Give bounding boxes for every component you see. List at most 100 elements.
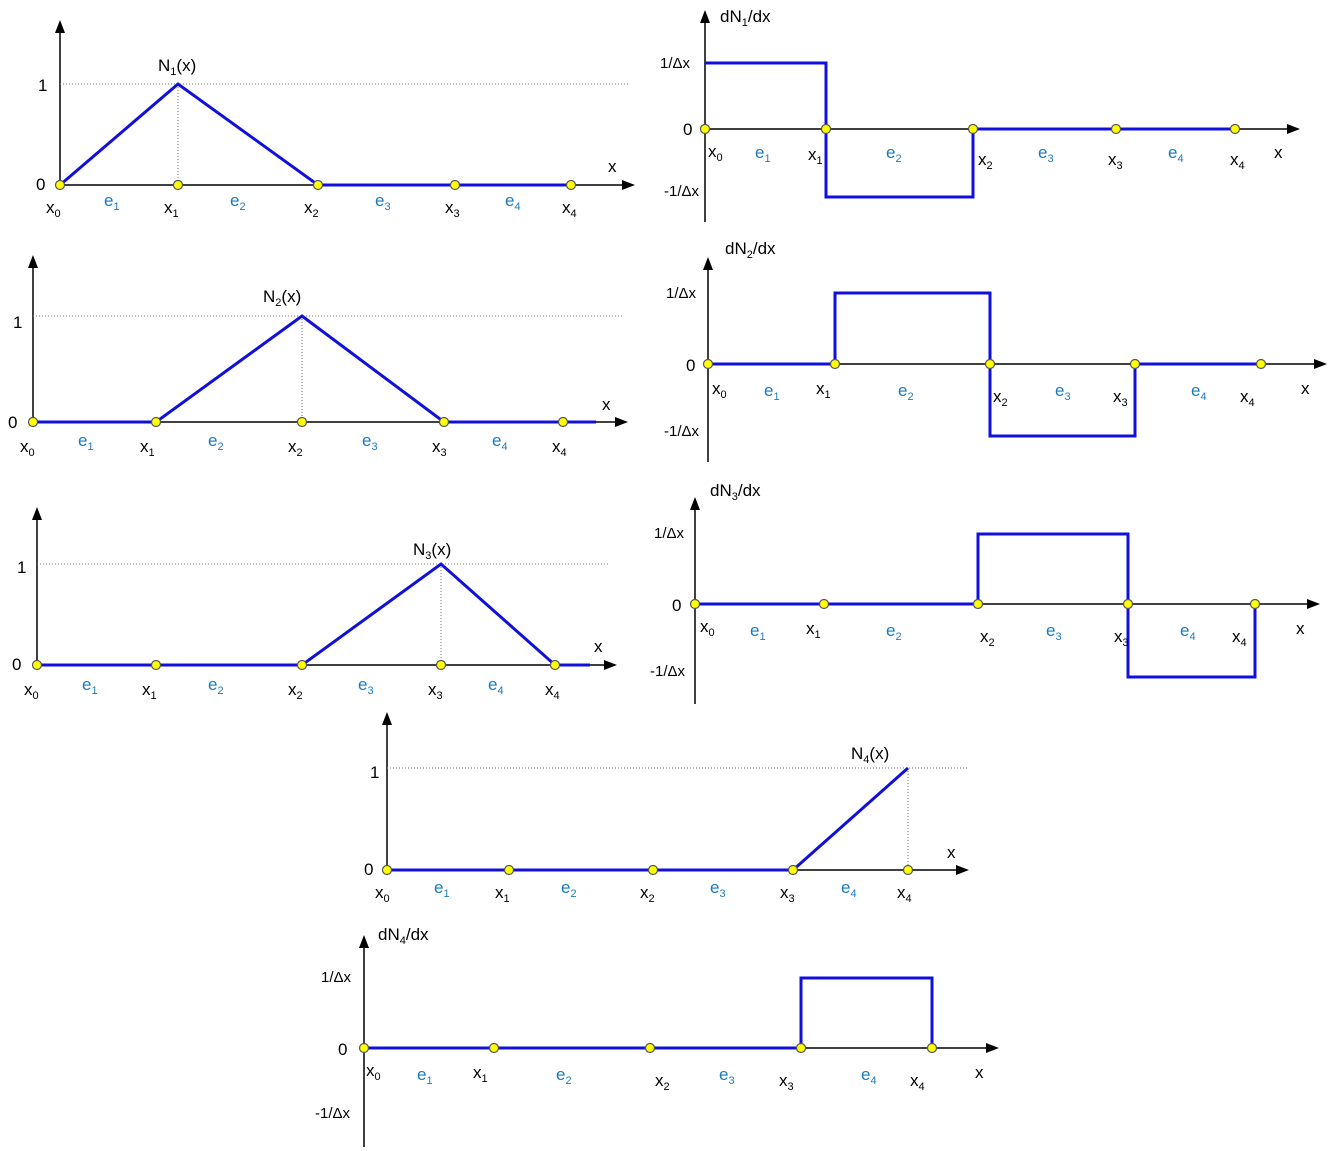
x-axis-label: x — [947, 843, 956, 862]
node-label-x0: x0 — [24, 680, 39, 702]
node-label-x4: x4 — [562, 198, 577, 220]
element-label-e2: e2 — [556, 1065, 572, 1087]
node-label-x0: x0 — [366, 1061, 381, 1083]
element-label-e1: e1 — [434, 878, 450, 900]
node-x4 — [549, 659, 561, 671]
node-x2 — [984, 358, 996, 370]
node-label-x3: x3 — [1114, 627, 1129, 649]
node-x4 — [557, 416, 569, 428]
node-x4 — [926, 1042, 938, 1054]
element-label-e3: e3 — [710, 878, 726, 900]
chart-dN1: dN1/dx 1/Δx 0 -1/Δx x x0 x1 x2 x3 x4 e1 … — [660, 7, 1300, 222]
node-x3 — [787, 864, 799, 876]
node-label-x3: x3 — [445, 198, 460, 220]
node-x0 — [31, 659, 43, 671]
node-label-x1: x1 — [806, 619, 821, 641]
node-x4 — [1255, 358, 1267, 370]
node-x3 — [795, 1042, 807, 1054]
element-label-e4: e4 — [841, 878, 857, 900]
element-label-e1: e1 — [755, 143, 771, 165]
nodes — [54, 179, 577, 191]
label-pos-slope: 1/Δx — [660, 55, 691, 72]
node-label-x1: x1 — [816, 379, 831, 401]
node-label-x3: x3 — [1108, 150, 1123, 172]
node-label-x2: x2 — [993, 387, 1008, 409]
element-label-e2: e2 — [230, 191, 246, 213]
nodes — [702, 358, 1267, 370]
node-x2 — [644, 1042, 656, 1054]
node-x0 — [54, 179, 66, 191]
element-label-e4: e4 — [1191, 381, 1207, 403]
label-zero: 0 — [8, 413, 17, 432]
node-x3 — [1129, 358, 1141, 370]
node-label-x2: x2 — [978, 150, 993, 172]
nodes — [381, 864, 914, 876]
node-label-x3: x3 — [432, 437, 447, 459]
node-x4 — [902, 864, 914, 876]
label-one: 1 — [370, 763, 379, 782]
node-x0 — [381, 864, 393, 876]
element-label-e4: e4 — [492, 431, 508, 453]
node-x1 — [150, 416, 162, 428]
label-pos-slope: 1/Δx — [666, 285, 697, 302]
node-x4 — [1249, 598, 1261, 610]
node-label-x2: x2 — [655, 1071, 670, 1093]
label-zero: 0 — [338, 1040, 347, 1059]
node-x1 — [172, 179, 184, 191]
label-one: 1 — [38, 76, 47, 95]
node-label-x4: x4 — [545, 680, 560, 702]
label-pos-slope: 1/Δx — [654, 525, 685, 542]
node-x0 — [689, 598, 701, 610]
node-label-x4: x4 — [910, 1071, 925, 1093]
nodes — [699, 123, 1241, 135]
node-x2 — [647, 864, 659, 876]
node-x2 — [967, 123, 979, 135]
curve-dN1 — [705, 61, 1235, 199]
node-x4 — [1229, 123, 1241, 135]
nodes — [31, 659, 561, 671]
element-label-e2: e2 — [886, 143, 902, 165]
element-label-e4: e4 — [861, 1065, 877, 1087]
node-x2 — [296, 659, 308, 671]
node-label-x4: x4 — [1232, 627, 1247, 649]
chart-title: dN4/dx — [378, 925, 429, 947]
node-label-x0: x0 — [46, 198, 61, 220]
node-label-x1: x1 — [473, 1063, 488, 1085]
node-label-x3: x3 — [428, 680, 443, 702]
chart-title: dN3/dx — [710, 481, 761, 503]
curve-N2 — [33, 314, 596, 424]
node-label-x4: x4 — [1230, 150, 1245, 172]
node-label-x3: x3 — [779, 1071, 794, 1093]
element-label-e3: e3 — [358, 675, 374, 697]
node-label-x3: x3 — [1113, 387, 1128, 409]
curve-N4 — [387, 766, 909, 872]
element-label-e1: e1 — [78, 431, 94, 453]
node-label-x2: x2 — [288, 680, 303, 702]
chart-dN3: dN3/dx 1/Δx 0 -1/Δx x x0 x1 x2 x3 x4 e1 … — [650, 481, 1320, 704]
node-x2 — [972, 598, 984, 610]
y-axis — [382, 712, 392, 870]
chart-title: dN1/dx — [720, 7, 771, 29]
element-label-e1: e1 — [104, 191, 120, 213]
y-axis — [55, 20, 65, 185]
node-x1 — [818, 598, 830, 610]
node-label-x0: x0 — [375, 883, 390, 905]
node-x0 — [702, 358, 714, 370]
element-label-e3: e3 — [1055, 381, 1071, 403]
node-x0 — [699, 123, 711, 135]
label-pos-slope: 1/Δx — [321, 969, 352, 986]
label-neg-slope: -1/Δx — [664, 183, 700, 200]
element-label-e4: e4 — [505, 191, 521, 213]
node-x4 — [565, 179, 577, 191]
element-label-e4: e4 — [488, 675, 504, 697]
node-label-x2: x2 — [304, 198, 319, 220]
nodes — [358, 1042, 938, 1054]
x-axis-label: x — [1296, 619, 1305, 638]
curve-N3 — [37, 562, 590, 667]
node-x3 — [1122, 598, 1134, 610]
node-label-x0: x0 — [700, 617, 715, 639]
node-x1 — [820, 123, 832, 135]
label-one: 1 — [13, 313, 22, 332]
node-x3 — [449, 179, 461, 191]
y-axis — [28, 255, 38, 422]
